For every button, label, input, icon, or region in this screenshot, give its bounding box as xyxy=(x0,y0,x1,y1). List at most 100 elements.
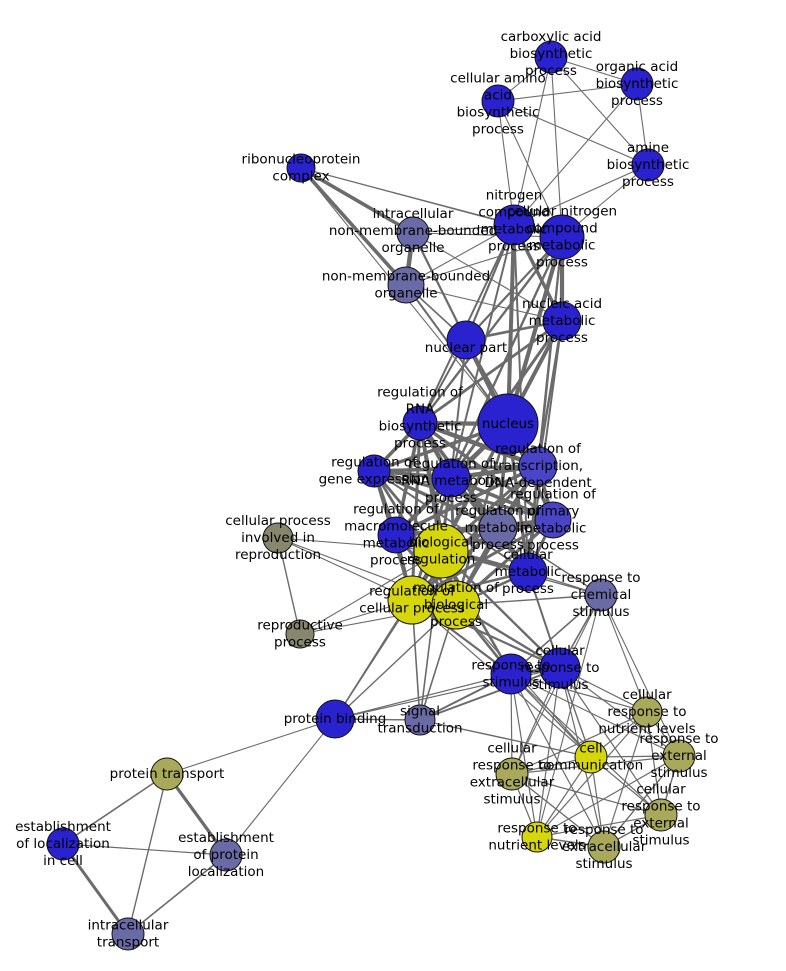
graph-node-label: cell communication xyxy=(539,741,643,774)
graph-node[interactable] xyxy=(286,153,316,183)
graph-edge xyxy=(373,470,529,573)
graph-edge xyxy=(646,711,662,816)
graph-node[interactable] xyxy=(111,917,145,951)
graph-edge xyxy=(513,83,638,226)
graph-node-label: cellular process involved in reproduction xyxy=(225,513,331,563)
graph-node-label: carboxylic acid biosynthetic process xyxy=(501,29,602,79)
graph-node[interactable] xyxy=(490,653,532,695)
graph-node-label: cellular response to extracellular stimulus xyxy=(470,741,555,808)
graph-node[interactable] xyxy=(644,798,678,832)
graph-edge xyxy=(372,469,555,522)
graph-edge xyxy=(61,842,130,936)
graph-node-label: protein transport xyxy=(110,766,225,782)
graph-edge xyxy=(405,284,563,322)
graph-edge xyxy=(62,843,227,856)
graph-node-label: cellular metabolic process xyxy=(495,547,562,597)
graph-edge xyxy=(299,166,408,287)
graph-edge xyxy=(450,339,467,479)
graph-node[interactable] xyxy=(521,821,553,853)
graph-edge xyxy=(497,83,638,102)
graph-node[interactable] xyxy=(150,757,184,791)
graph-edge xyxy=(166,718,336,775)
graph-edge xyxy=(511,773,662,816)
graph-edge xyxy=(225,718,336,856)
graph-node[interactable] xyxy=(209,838,243,872)
graph-edge xyxy=(410,421,422,602)
nodes-layer xyxy=(46,40,696,951)
graph-edge xyxy=(372,469,500,530)
graph-node-label: regulation of cellular process xyxy=(359,584,465,617)
graph-node[interactable] xyxy=(431,580,481,630)
graph-node[interactable] xyxy=(262,522,294,554)
graph-node[interactable] xyxy=(620,67,654,101)
graph-node-label: cellular amino acid biosynthetic process xyxy=(450,71,546,138)
graph-node[interactable] xyxy=(495,757,529,791)
graph-edge xyxy=(505,234,565,427)
graph-node[interactable] xyxy=(534,501,572,539)
graph-node[interactable] xyxy=(377,516,415,554)
graph-node[interactable] xyxy=(285,619,315,649)
graph-node-label: establishment of protein localization xyxy=(178,830,274,880)
graph-node[interactable] xyxy=(431,458,471,498)
graph-node[interactable] xyxy=(662,739,696,773)
graph-node[interactable] xyxy=(631,696,663,728)
graph-node[interactable] xyxy=(396,216,430,250)
graph-edge xyxy=(419,550,442,721)
graph-node-label: organic acid biosynthetic process xyxy=(596,59,679,109)
graph-node-label: cellular response to nutrient levels xyxy=(598,687,695,737)
graph-node-label: regulation of transcription, DNA-dependent xyxy=(484,441,591,491)
graph-node-label: ribonucleoprotein complex xyxy=(242,152,361,185)
graph-node[interactable] xyxy=(631,148,665,182)
graph-edge xyxy=(513,56,552,226)
graph-node[interactable] xyxy=(542,301,582,341)
graph-edge xyxy=(506,223,516,426)
graph-node-label: nucleus xyxy=(482,416,534,432)
labels-layer: carboxylic acid biosynthetic process organi… xyxy=(15,29,719,951)
graph-node[interactable] xyxy=(477,393,539,455)
graph-node[interactable] xyxy=(481,84,515,118)
graph-node[interactable] xyxy=(404,704,436,736)
graph-node-label: protein binding xyxy=(284,711,387,727)
graph-edge xyxy=(417,420,541,469)
graph-node[interactable] xyxy=(46,827,80,861)
graph-edge xyxy=(127,773,168,935)
graph-edge xyxy=(165,772,228,857)
graph-node-label: amine biosynthetic process xyxy=(607,140,690,190)
graph-node-label: reproductive process xyxy=(257,618,343,651)
graph-edge xyxy=(277,537,413,601)
graph-node-label: regulation of biological process xyxy=(413,580,500,630)
graph-node[interactable] xyxy=(534,40,568,74)
graph-node[interactable] xyxy=(574,740,608,774)
graph-node-label: nuclear part xyxy=(425,340,507,356)
graph-edge xyxy=(511,711,648,775)
graph-node[interactable] xyxy=(357,454,391,488)
graph-node[interactable] xyxy=(478,508,518,548)
graph-node-label: signal transduction xyxy=(377,704,462,737)
graph-node[interactable] xyxy=(402,405,438,441)
graph-edge xyxy=(412,232,563,322)
graph-node[interactable] xyxy=(493,204,535,246)
graph-edge xyxy=(600,594,680,757)
graph-edge xyxy=(405,236,563,286)
graph-node-label: nucleic acid metabolic process xyxy=(522,296,602,346)
graph-edge xyxy=(536,711,648,838)
graph-node[interactable] xyxy=(539,647,581,689)
graph-node[interactable] xyxy=(539,214,585,260)
graph-node-label: biological regulation xyxy=(407,535,476,568)
graph-node-label: regulation of gene expression xyxy=(319,455,430,488)
graph-node[interactable] xyxy=(446,320,486,360)
graph-node[interactable] xyxy=(518,446,558,486)
graph-node[interactable] xyxy=(315,699,355,739)
graph-node[interactable] xyxy=(413,523,469,579)
graph-node[interactable] xyxy=(508,552,548,592)
graph-node[interactable] xyxy=(584,578,618,612)
graph-node[interactable] xyxy=(387,266,425,304)
graph-node-label: intracellular transport xyxy=(88,918,169,951)
graph-node-label: establishment of localization in cell xyxy=(15,819,111,869)
graph-node[interactable] xyxy=(587,830,621,864)
graph-edge xyxy=(334,604,457,720)
graph-node-label: non-membrane-bounded organelle xyxy=(322,269,490,302)
graph-edge xyxy=(510,673,605,848)
graph-edge xyxy=(497,100,515,226)
